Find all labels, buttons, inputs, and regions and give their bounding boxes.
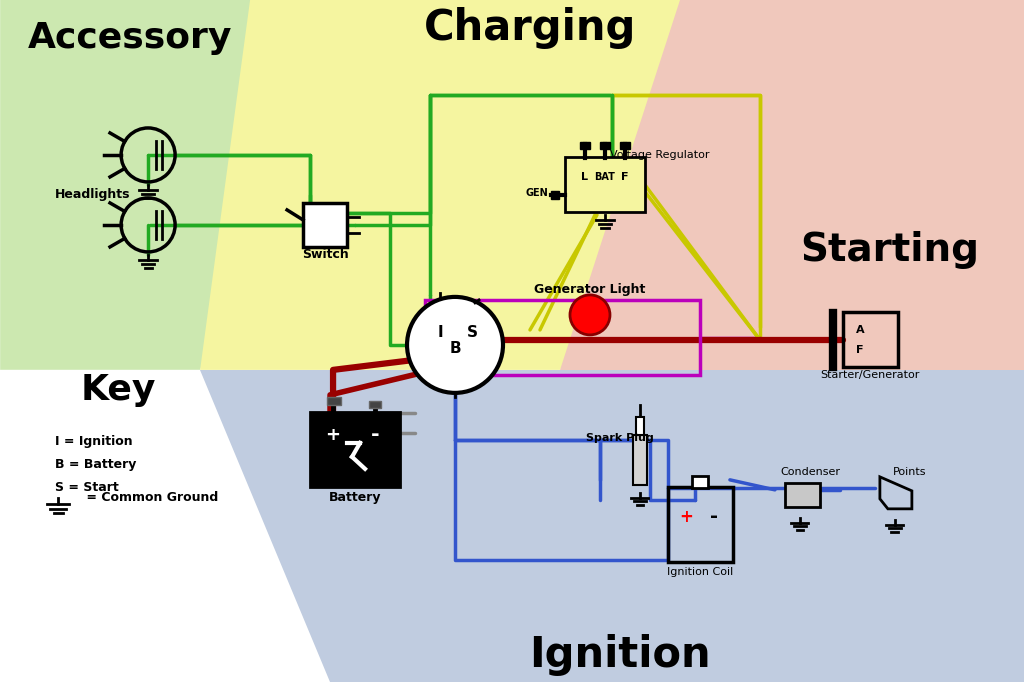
Text: S: S — [467, 325, 477, 340]
Bar — [551, 191, 559, 199]
Circle shape — [407, 297, 503, 393]
Bar — [785, 483, 820, 507]
Text: BAT: BAT — [595, 172, 615, 182]
Text: GEN: GEN — [525, 188, 549, 198]
Circle shape — [570, 295, 610, 335]
Polygon shape — [200, 0, 770, 370]
Bar — [580, 142, 590, 149]
Polygon shape — [0, 0, 330, 370]
Text: B: B — [450, 342, 461, 357]
Text: Switch: Switch — [302, 248, 348, 261]
Text: Starting: Starting — [801, 231, 979, 269]
Text: F: F — [622, 172, 629, 182]
Text: Voltage Regulator: Voltage Regulator — [610, 150, 710, 160]
Bar — [600, 142, 610, 149]
Text: = Common Ground: = Common Ground — [82, 491, 218, 505]
Text: +: + — [326, 426, 341, 444]
Text: +: + — [679, 508, 693, 526]
Text: Ignition Coil: Ignition Coil — [667, 567, 733, 577]
Bar — [327, 397, 341, 405]
Bar — [633, 435, 647, 485]
Text: L: L — [582, 172, 589, 182]
Text: Charging: Charging — [424, 7, 636, 49]
Bar — [303, 203, 347, 247]
Text: Generator Light: Generator Light — [535, 284, 646, 297]
Text: Points: Points — [893, 467, 927, 477]
Bar — [310, 412, 400, 487]
Bar — [620, 142, 630, 149]
Text: Starter/Generator: Starter/Generator — [820, 370, 920, 380]
Text: I = Ignition
B = Battery
S = Start: I = Ignition B = Battery S = Start — [55, 435, 136, 494]
Text: Accessory: Accessory — [28, 21, 232, 55]
Text: A: A — [856, 325, 864, 335]
Text: Headlights: Headlights — [55, 188, 131, 201]
Text: Spark Plug: Spark Plug — [586, 433, 654, 443]
Bar — [565, 157, 645, 212]
Bar — [425, 300, 700, 375]
Text: Condenser: Condenser — [780, 467, 840, 477]
Text: Ignition: Ignition — [529, 634, 711, 676]
Text: -: - — [710, 507, 718, 527]
Text: Key: Key — [80, 373, 156, 407]
Bar — [692, 476, 708, 488]
Polygon shape — [560, 0, 1024, 370]
Text: F: F — [856, 345, 863, 355]
Polygon shape — [200, 370, 1024, 682]
Bar — [668, 487, 733, 562]
Polygon shape — [0, 370, 330, 682]
Bar — [369, 401, 381, 408]
Text: -: - — [371, 425, 379, 445]
Polygon shape — [880, 477, 912, 509]
Text: I: I — [437, 325, 442, 340]
Text: Battery: Battery — [329, 491, 381, 505]
Bar — [843, 312, 898, 367]
Bar — [636, 417, 644, 435]
